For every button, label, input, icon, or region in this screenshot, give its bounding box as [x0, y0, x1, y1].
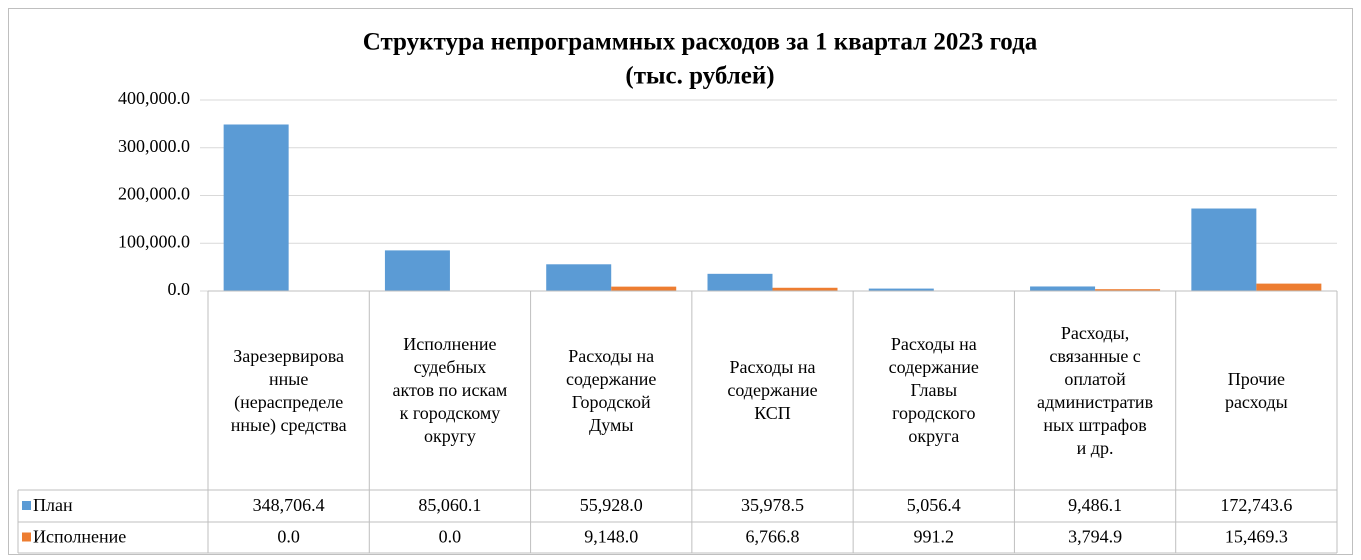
table-value: 85,060.1 — [418, 495, 481, 515]
bar — [546, 264, 612, 291]
bar — [772, 287, 838, 291]
y-tick-label: 400,000.0 — [118, 88, 190, 108]
chart-title: Структура непрограммных расходов за 1 кв… — [363, 29, 1038, 56]
table-value: 9,486.1 — [1068, 495, 1122, 515]
category-label: Расходы на содержание КСП — [727, 357, 818, 423]
bar — [707, 273, 773, 291]
category-label: Исполнение судебных актов по искам к гор… — [392, 334, 508, 446]
table-value: 991.2 — [914, 527, 955, 547]
chart-subtitle: (тыс. рублей) — [625, 63, 774, 90]
category-label: Прочие расходы — [1224, 368, 1288, 412]
table-value: 15,469.3 — [1225, 527, 1288, 547]
bar — [223, 124, 289, 291]
table-value: 9,148.0 — [584, 527, 638, 547]
bar — [868, 288, 934, 291]
table-value: 348,706.4 — [253, 495, 325, 515]
bar — [611, 286, 677, 291]
table-value: 172,743.6 — [1220, 495, 1292, 515]
y-tick-label: 0.0 — [168, 279, 191, 299]
y-tick-label: 100,000.0 — [118, 231, 190, 251]
bar — [1256, 283, 1322, 291]
legend-label: План — [33, 495, 73, 515]
y-tick-label: 200,000.0 — [118, 184, 190, 204]
bar — [1191, 208, 1257, 291]
bar — [1095, 289, 1161, 291]
category-label: Расходы, связанные с оплатой администрат… — [1037, 322, 1154, 458]
bar — [384, 250, 450, 291]
y-tick-label: 300,000.0 — [118, 136, 190, 156]
bar — [1030, 286, 1096, 291]
category-label: Расходы на содержание Городской Думы — [566, 345, 657, 435]
category-label: Расходы на содержание Главы городского о… — [888, 334, 979, 446]
table-value: 0.0 — [439, 527, 462, 547]
table-value: 0.0 — [277, 527, 300, 547]
legend-swatch — [22, 532, 31, 542]
table-value: 6,766.8 — [746, 527, 800, 547]
table-value: 5,056.4 — [907, 495, 961, 515]
table-value: 3,794.9 — [1068, 527, 1122, 547]
legend-swatch — [22, 501, 31, 510]
legend-label: Исполнение — [33, 527, 126, 547]
table-value: 55,928.0 — [580, 495, 643, 515]
table-value: 35,978.5 — [741, 495, 804, 515]
category-label: Зарезервированные (нераспределенные) сре… — [230, 345, 347, 435]
